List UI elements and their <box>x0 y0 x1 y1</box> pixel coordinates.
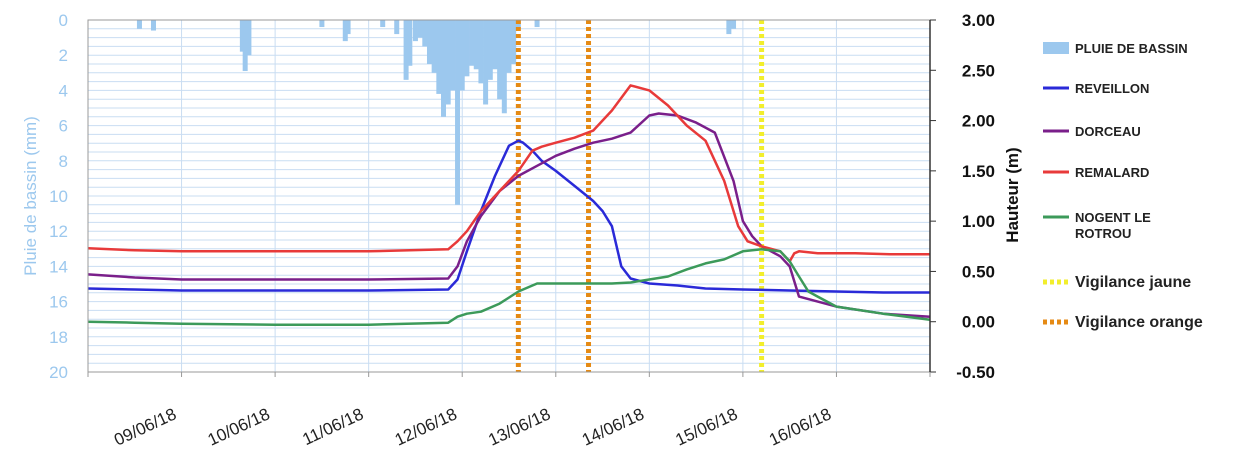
gridlines <box>88 19 930 373</box>
rain-bar <box>450 20 456 91</box>
left-tick-label: 10 <box>49 187 68 206</box>
rain-bar <box>150 20 156 31</box>
right-axis-title: Hauteur (m) <box>1003 147 1022 242</box>
x-tick-label: 16/06/18 <box>766 404 834 449</box>
rain-bar <box>239 20 245 52</box>
left-tick-label: 18 <box>49 328 68 347</box>
left-tick-label: 14 <box>49 257 68 276</box>
series-line <box>87 139 930 294</box>
rain-bar <box>511 20 517 64</box>
rain-bar <box>473 20 479 70</box>
right-tick-label: -0.50 <box>956 363 995 382</box>
rain-bar <box>426 20 432 64</box>
series-line <box>87 248 931 326</box>
left-tick-label: 8 <box>59 152 68 171</box>
legend-label: Vigilance orange <box>1075 314 1203 331</box>
rain-bar <box>436 20 442 94</box>
rain-bar <box>242 20 248 72</box>
series-line <box>87 112 931 318</box>
rain-bar <box>407 20 413 66</box>
left-tick-label: 20 <box>49 363 68 382</box>
left-tick-label: 0 <box>59 11 68 30</box>
legend-label: ROTROU <box>1075 226 1131 241</box>
x-tick-label: 10/06/18 <box>205 404 273 449</box>
rain-bar <box>483 20 489 105</box>
legend-label: NOGENT LE <box>1075 210 1151 225</box>
right-tick-label: 2.50 <box>962 61 995 80</box>
x-tick-label: 13/06/18 <box>485 404 553 449</box>
x-tick-label: 12/06/18 <box>392 404 460 449</box>
rain-bar <box>342 20 348 42</box>
rain-bar <box>459 20 465 91</box>
x-tick-label: 09/06/18 <box>111 404 179 449</box>
legend-label: PLUIE DE BASSIN <box>1075 41 1188 56</box>
rain-bar <box>726 20 732 35</box>
legend: PLUIE DE BASSIN REVEILLON DORCEAU REMALARD N… <box>1043 41 1203 331</box>
rain-bar <box>445 20 451 105</box>
rain-bar <box>422 20 428 47</box>
rain-bar <box>492 20 498 70</box>
right-tick-label: 0.00 <box>962 313 995 332</box>
rain-bar <box>501 20 507 114</box>
legend-label: REVEILLON <box>1075 81 1149 96</box>
rain-bar <box>515 20 521 29</box>
left-tick-label: 4 <box>59 81 68 100</box>
rain-bar <box>478 20 484 84</box>
left-tick-label: 6 <box>59 117 68 136</box>
rain-bar <box>469 20 475 66</box>
x-tick-label: 15/06/18 <box>673 404 741 449</box>
rain-bar <box>345 20 351 35</box>
rain-bar <box>731 20 737 29</box>
rain-bar <box>506 20 512 73</box>
legend-swatch <box>1043 42 1069 54</box>
rain-bar <box>534 20 540 28</box>
rain-bar <box>412 20 418 42</box>
right-tick-label: 1.50 <box>962 162 995 181</box>
right-tick-label: 3.00 <box>962 11 995 30</box>
left-tick-label: 16 <box>49 293 68 312</box>
legend-label: DORCEAU <box>1075 124 1141 139</box>
x-tick-label: 11/06/18 <box>299 404 366 449</box>
rain-bar <box>497 20 503 100</box>
left-tick-label: 12 <box>49 222 68 241</box>
rain-bar <box>394 20 400 35</box>
axes: 0 2 4 6 8 10 12 14 16 18 20 3.00 2.50 2.00 1.50 1.00 0.5… <box>21 11 1022 450</box>
series-lines <box>87 84 931 326</box>
rain-bar <box>403 20 409 80</box>
series-line <box>87 84 930 263</box>
right-tick-label: 2.00 <box>962 112 995 131</box>
rain-bars <box>136 20 737 205</box>
rain-bar <box>380 20 386 28</box>
left-tick-label: 2 <box>59 46 68 65</box>
rain-bar <box>246 20 252 56</box>
rain-bar <box>417 20 423 38</box>
x-tick-label: 14/06/18 <box>579 404 647 449</box>
legend-label: Vigilance jaune <box>1075 274 1191 291</box>
rain-bar <box>487 20 493 80</box>
rain-bar <box>431 20 437 73</box>
rain-bar <box>441 20 447 117</box>
legend-label: REMALARD <box>1075 165 1149 180</box>
rain-bar <box>464 20 470 77</box>
rain-bar <box>136 20 142 29</box>
right-tick-label: 0.50 <box>962 262 995 281</box>
left-axis-title: Pluie de bassin (mm) <box>21 116 40 276</box>
rain-bar <box>319 20 325 28</box>
rain-bar <box>455 20 461 205</box>
right-tick-label: 1.00 <box>962 212 995 231</box>
